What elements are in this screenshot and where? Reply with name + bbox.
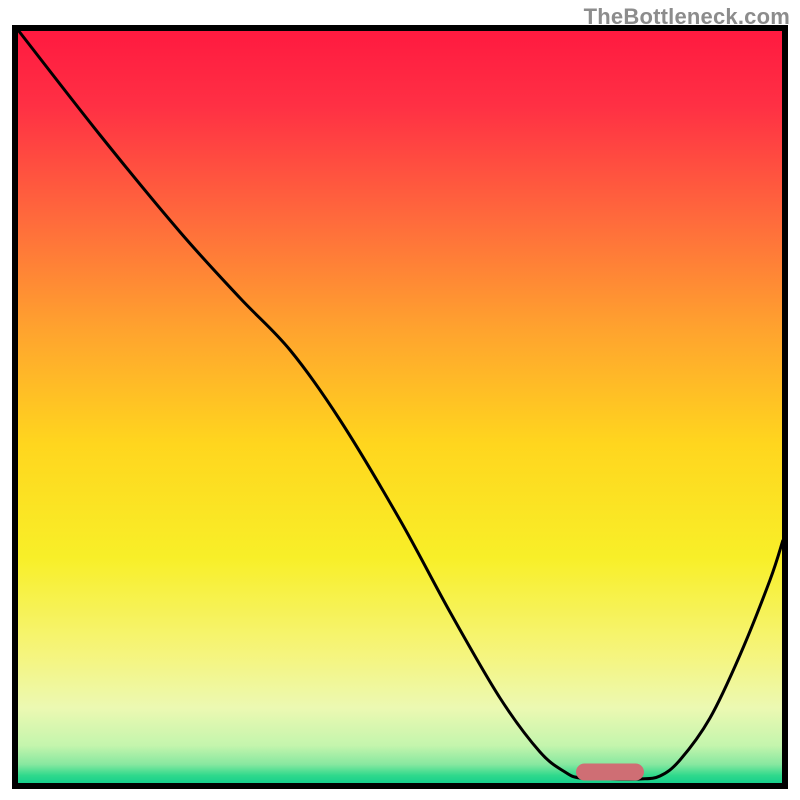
- plot-background: [18, 31, 782, 783]
- watermark-text: TheBottleneck.com: [584, 4, 790, 30]
- optimal-marker: [576, 764, 644, 781]
- chart-frame: TheBottleneck.com: [0, 0, 800, 800]
- chart-svg: [0, 0, 800, 800]
